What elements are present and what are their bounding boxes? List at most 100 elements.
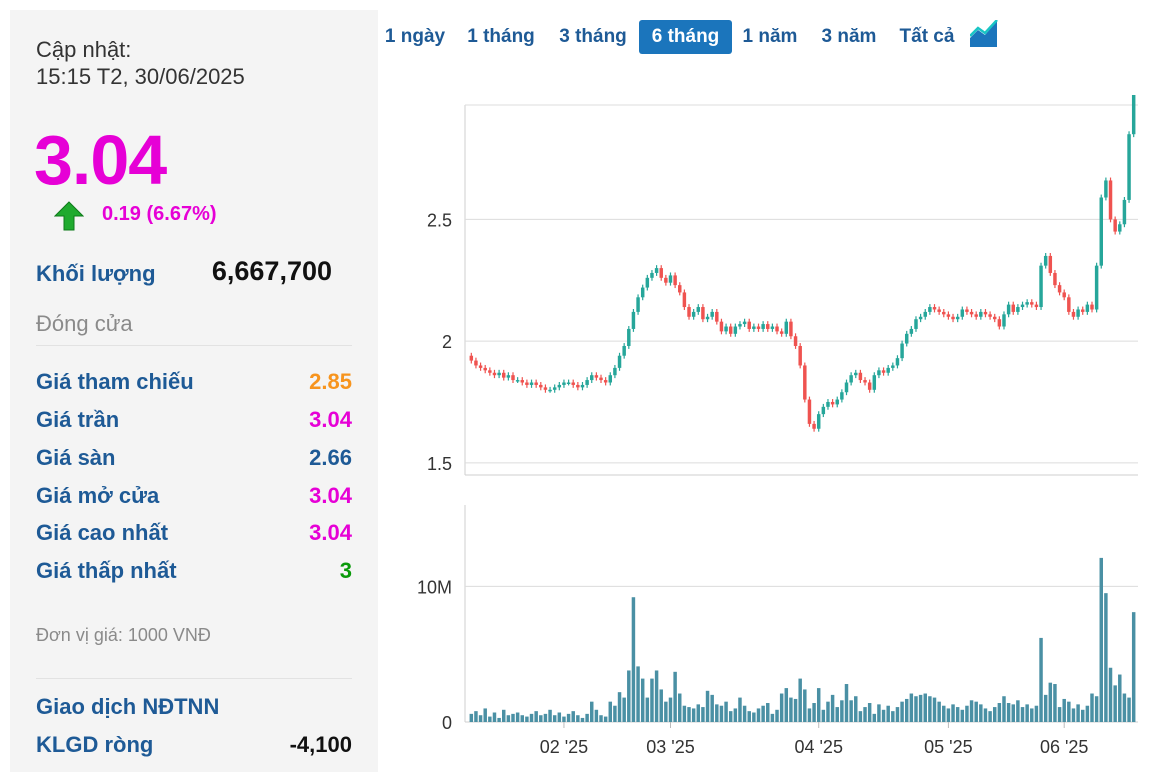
candle [946, 311, 951, 320]
candle [1094, 262, 1099, 313]
candle [682, 289, 687, 310]
volume-bar [1104, 593, 1108, 722]
tab-1-day[interactable]: 1 ngày [384, 26, 446, 47]
tab-all[interactable]: Tất cả [899, 26, 955, 47]
volume-bar [733, 708, 738, 722]
candle-body [955, 316, 960, 320]
candle-body [1062, 292, 1066, 298]
volume-bar [1076, 704, 1080, 722]
volume-bar [631, 597, 636, 722]
candle-body [664, 277, 668, 283]
candle-body [631, 311, 636, 329]
row-floor-price: Giá sàn 2.66 [36, 445, 352, 475]
volume-bar [627, 670, 631, 722]
candle-body [1127, 134, 1131, 200]
candle [992, 313, 997, 323]
candle [983, 308, 988, 318]
candle [937, 306, 941, 315]
candle [1043, 253, 1048, 269]
tab-1-year[interactable]: 1 năm [742, 26, 798, 47]
volume-bar [923, 693, 927, 722]
candle-body [497, 372, 501, 376]
area-chart-icon[interactable] [970, 20, 998, 48]
volume-bar [1006, 703, 1011, 722]
candle [599, 374, 603, 383]
candle-body [1016, 307, 1020, 312]
volume-bar [1071, 708, 1076, 722]
volume-bar [1016, 700, 1020, 722]
candle [1085, 301, 1090, 315]
candle [719, 318, 724, 335]
candle-body [766, 324, 770, 329]
candle-body [1113, 219, 1117, 232]
volume-bar [696, 704, 701, 722]
candle [900, 340, 904, 362]
candle-body [770, 326, 775, 329]
candle [960, 306, 965, 320]
candle-body [678, 285, 682, 293]
tab-6-months[interactable]: 6 tháng [639, 20, 732, 54]
candle [918, 313, 923, 323]
candle-body [539, 384, 543, 388]
candle-body [673, 275, 677, 286]
candle-body [789, 321, 793, 337]
tab-1-month[interactable]: 1 tháng [467, 26, 535, 47]
candle-body [469, 355, 474, 361]
volume-bar [951, 704, 955, 722]
foreign-title: Giao dịch NĐTNN [36, 694, 220, 719]
volume-bar [557, 712, 562, 722]
volume-bar [872, 713, 877, 722]
price-tick-label: 1.5 [427, 454, 452, 474]
tab-3-months[interactable]: 3 tháng [559, 26, 627, 47]
candle-body [761, 324, 765, 329]
candle [1062, 289, 1066, 301]
volume-bar [821, 709, 826, 722]
volume-bar [742, 705, 747, 722]
volume-bar [1131, 612, 1136, 722]
candle [969, 308, 974, 318]
candle [1034, 301, 1039, 310]
candle [701, 304, 705, 323]
candle-body [483, 367, 487, 371]
candle-body [752, 326, 756, 329]
candle-body [969, 311, 974, 315]
candle-body [803, 365, 807, 400]
candle-body [784, 321, 789, 334]
volume-bar [1122, 693, 1127, 722]
candle-body [854, 372, 858, 376]
candle-body [603, 380, 608, 383]
candle-body [719, 321, 724, 332]
volume-bar [844, 684, 849, 722]
candle-body [627, 328, 631, 346]
volume-bar [747, 711, 751, 722]
x-tick-label: 03 '25 [646, 737, 694, 757]
volume-bar [756, 708, 761, 722]
candle [854, 369, 858, 379]
net-volume-value: -4,100 [289, 732, 352, 757]
row-label: Giá sàn [36, 445, 116, 470]
volume-bar [830, 694, 835, 722]
candle-body [502, 372, 506, 378]
volume-bar [946, 708, 951, 722]
candle [1080, 306, 1085, 315]
candle [562, 379, 566, 388]
candle-body [613, 367, 617, 376]
volume-bar [548, 709, 552, 722]
candle-body [645, 277, 650, 288]
volume-bar [826, 701, 830, 722]
candle [469, 352, 474, 364]
volume-bar [955, 707, 960, 722]
volume-bar [1053, 684, 1057, 722]
candle [488, 367, 492, 376]
volume-bar [942, 705, 946, 722]
candle [816, 411, 821, 432]
candle-body [812, 423, 816, 429]
candle [803, 362, 807, 403]
candle [1131, 95, 1136, 138]
volume-bar [608, 701, 613, 722]
tab-3-years[interactable]: 3 năm [821, 26, 877, 47]
candle-body [1025, 302, 1029, 305]
updated-time: 15:15 T2, 30/06/2025 [36, 64, 245, 89]
volume-bar [1002, 696, 1006, 722]
volume-bar [895, 707, 900, 722]
